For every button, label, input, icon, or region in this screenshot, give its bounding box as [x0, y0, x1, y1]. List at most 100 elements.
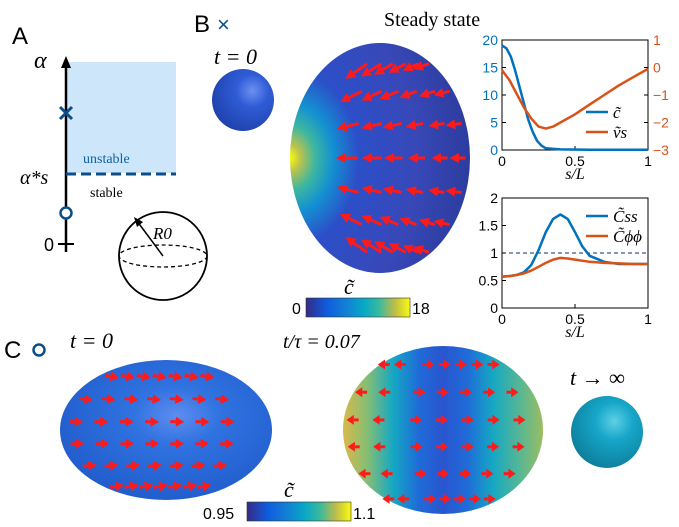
arrow-c1-3-shaft [152, 373, 159, 378]
arrow-c2-13-head [511, 387, 519, 398]
arrow-b-36-shaft [421, 248, 430, 254]
ellipsoid-t0-c [60, 360, 272, 500]
arrow-c2-11-head [464, 387, 472, 398]
arrow-c1-6 [200, 371, 215, 382]
arrow-c1-2-head [141, 371, 151, 382]
arrow-c1-1 [120, 371, 135, 382]
stable-label: stable [90, 186, 123, 201]
arrow-b-27-shaft [392, 189, 402, 194]
arrow-c1-36-head [129, 481, 139, 492]
arrow-c1-36-shaft [124, 484, 131, 489]
arrow-c1-37-shaft [139, 484, 146, 489]
arrow-c2-31 [437, 468, 450, 479]
circle-marker-a [59, 206, 73, 220]
arrow-b-11 [339, 89, 363, 103]
arrow-b-14-shaft [415, 122, 424, 127]
arrow-c2-21-head [347, 441, 355, 452]
arrow-b-14-head [405, 120, 417, 130]
arrow-b-37 [402, 244, 420, 254]
arrow-c2-38 [438, 493, 451, 504]
arrow-c2-3-head [443, 359, 451, 370]
arrow-c1-1-head [125, 371, 135, 382]
arrow-c2-1-head [394, 359, 402, 370]
chart2-ytick-label-4: 2 [490, 190, 498, 206]
panel-a: A α 0 α*s unstable stable R0 [12, 23, 208, 301]
arrow-c1-7-shaft [78, 397, 85, 401]
chart1-ytick-label-0: 0 [490, 142, 498, 158]
arrow-b-4-head [360, 67, 373, 77]
arrow-c1-19 [195, 416, 210, 427]
arrow-b-28 [361, 185, 383, 195]
arrow-c1-17-head [150, 416, 159, 427]
arrow-c2-30-head [419, 468, 427, 479]
arrow-c2-36-head [397, 493, 405, 504]
colorbar-b [305, 297, 411, 318]
arrow-b-25-shaft [437, 189, 445, 194]
arrow-c1-20-head [226, 416, 235, 427]
arrow-b-41-head [345, 237, 357, 247]
arrow-c1-26-head [200, 438, 210, 449]
unstable-region [66, 62, 176, 173]
cross-marker-a [58, 105, 74, 121]
arrow-c2-26-head [491, 441, 500, 452]
chart2-series-1-line [501, 256, 648, 278]
arrow-b-34-head [361, 215, 373, 225]
arrow-c2-18 [461, 414, 474, 425]
arrow-c2-22-head [373, 441, 381, 452]
panel-c-tmid-label: t/τ = 0.07 [283, 331, 361, 353]
arrow-b-12 [445, 119, 462, 130]
arrow-c2-6-head [492, 359, 500, 370]
chart-stress: 0 0.5 1 0 0.5 1 1.5 2 s/L C̃ssC̃ϕϕ [479, 190, 653, 341]
arrow-c1-22 [95, 438, 110, 449]
arrow-c1-4-head [173, 371, 183, 382]
arrow-c2-20-head [518, 414, 526, 425]
arrow-b-2 [388, 62, 407, 73]
arrow-b-16 [361, 121, 383, 131]
arrow-b-15-head [382, 120, 394, 131]
arrow-field-b [335, 61, 466, 255]
arrow-c1-37 [139, 481, 154, 492]
arrow-c2-24-head [440, 441, 449, 452]
arrow-c1-15-head [99, 416, 109, 427]
arrow-c1-29-shaft [104, 464, 111, 468]
arrow-b-13-shaft [437, 122, 445, 127]
colorbar-c-min: 0.95 [203, 506, 234, 523]
arrow-c2-17 [436, 414, 449, 425]
arrow-c2-37 [424, 493, 437, 504]
arrow-c1-6-head [205, 371, 215, 382]
arrow-b-8-shaft [408, 89, 418, 96]
ellipsoid-tmid-c [343, 346, 543, 514]
chart1-rtick-label-3: 0 [653, 60, 661, 76]
arrow-b-5 [345, 62, 368, 79]
arrow-c1-32-shaft [169, 464, 176, 468]
arrow-field-c-t0 [69, 371, 235, 492]
arrow-b-28-shaft [371, 188, 383, 194]
colorbar-c [246, 501, 352, 522]
arrow-field-c-tmid [346, 359, 526, 504]
arrow-c1-14 [69, 416, 84, 427]
arrow-c1-24 [145, 438, 160, 449]
arrow-b-3-head [374, 65, 386, 75]
arrow-c1-26 [195, 438, 210, 449]
arrow-b-9-shaft [388, 89, 399, 97]
arrow-c2-12 [483, 387, 496, 398]
arrow-b-23 [335, 153, 358, 163]
arrow-c1-7-head [84, 394, 93, 405]
arrow-b-29-shaft [346, 187, 359, 194]
arrow-c2-0 [377, 359, 390, 370]
arrow-c2-9-head [418, 387, 426, 398]
arrow-c1-25 [170, 438, 185, 449]
arrow-b-15 [382, 120, 402, 131]
arrow-c2-14-head [346, 414, 354, 425]
arrow-b-4-shaft [368, 62, 382, 73]
chart2-ytick-label-1: 0.5 [479, 273, 499, 289]
arrow-b-31-head [418, 217, 431, 228]
arrow-b-24-shaft [454, 190, 462, 194]
arrow-c1-31 [147, 460, 162, 471]
arrow-b-7-head [418, 88, 431, 99]
sphere-sketch [118, 211, 208, 301]
arrow-b-30-shaft [442, 221, 450, 227]
arrow-b-23-head [335, 153, 346, 163]
arrow-b-3 [374, 62, 394, 75]
